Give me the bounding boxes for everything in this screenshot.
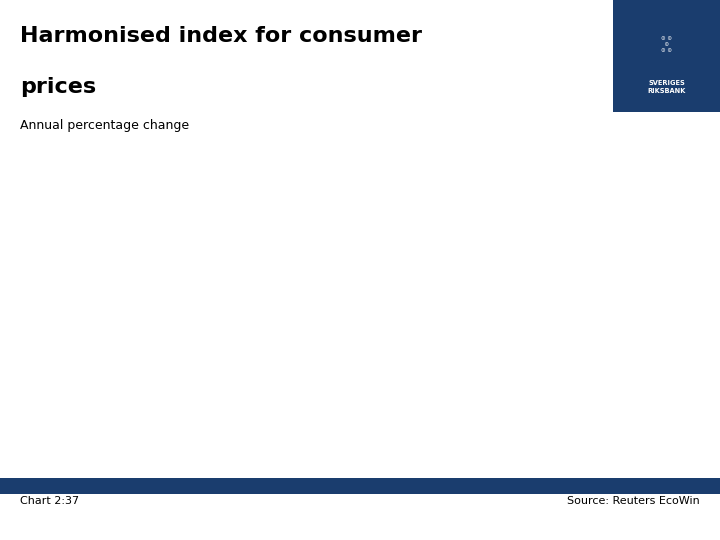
Bar — [613, 0, 720, 112]
Text: SVERIGES
RIKSBANK: SVERIGES RIKSBANK — [647, 80, 686, 94]
Text: Source: Reuters EcoWin: Source: Reuters EcoWin — [567, 496, 700, 507]
Text: prices: prices — [20, 77, 96, 97]
Text: Chart 2:37: Chart 2:37 — [20, 496, 79, 507]
Text: ⊛ ⊛
  ⊛  
⊛ ⊛: ⊛ ⊛ ⊛ ⊛ ⊛ — [661, 36, 672, 53]
Text: Harmonised index for consumer: Harmonised index for consumer — [20, 26, 422, 46]
Text: Annual percentage change: Annual percentage change — [20, 119, 189, 132]
Bar — [0, 478, 720, 494]
